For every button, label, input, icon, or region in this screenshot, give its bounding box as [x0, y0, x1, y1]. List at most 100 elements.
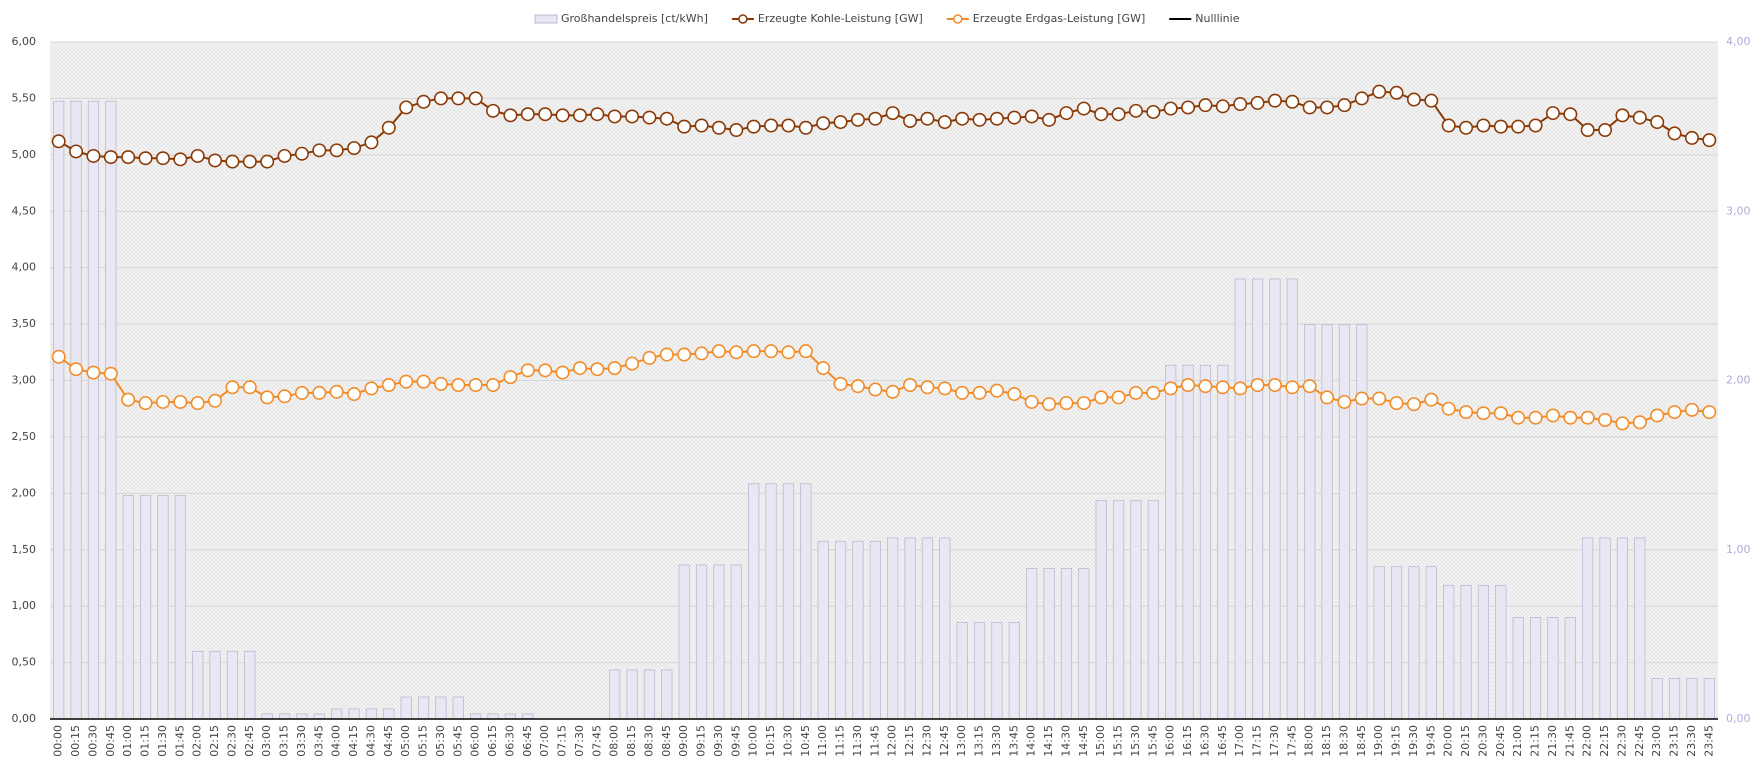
marker [1372, 84, 1387, 99]
marker [850, 379, 865, 394]
marker [155, 394, 170, 409]
marker [1198, 98, 1213, 113]
bar [626, 669, 638, 720]
marker [625, 356, 640, 371]
marker [555, 365, 570, 380]
x-tick-label: 09:00 [677, 725, 690, 757]
bar [174, 495, 186, 720]
bar [1425, 566, 1437, 720]
marker [903, 113, 918, 128]
bar [226, 650, 239, 720]
x-tick-label: 12:45 [938, 725, 951, 757]
x-tick-label: 17:15 [1251, 725, 1264, 757]
marker [972, 112, 987, 127]
x-tick-label: 10:15 [764, 725, 777, 757]
marker [1459, 405, 1474, 420]
y-tick-label: 4,50 [12, 204, 37, 217]
marker [1250, 95, 1265, 110]
marker [1320, 100, 1335, 115]
bar [261, 713, 273, 720]
bar [1390, 566, 1403, 720]
x-tick-label: 02:45 [243, 725, 256, 757]
marker [486, 103, 501, 118]
x-tick-label: 06:15 [486, 725, 499, 757]
x-tick-label: 05:15 [417, 725, 430, 757]
marker [1007, 110, 1022, 125]
marker [1424, 392, 1439, 407]
marker [381, 378, 396, 393]
x-tick-label: 22:30 [1615, 725, 1628, 757]
marker [503, 108, 518, 123]
y-tick-label: 3,50 [12, 317, 37, 330]
marker [433, 91, 448, 106]
bar [1269, 278, 1281, 720]
x-tick-label: 02:15 [208, 725, 221, 757]
x-tick-label: 07:00 [538, 725, 551, 757]
bar [1286, 278, 1298, 720]
marker [1545, 106, 1560, 121]
bar [331, 708, 343, 720]
bar [817, 540, 829, 720]
marker [1076, 101, 1091, 116]
bar [1112, 500, 1125, 720]
marker [833, 376, 848, 391]
bar [1460, 584, 1472, 720]
x-tick-label: 16:45 [1216, 725, 1229, 757]
x-tick-label: 13:45 [1007, 725, 1020, 757]
marker [451, 91, 466, 106]
bar [1651, 677, 1663, 720]
marker [937, 381, 952, 396]
x-tick-label: 10:45 [799, 725, 812, 757]
x-tick-label: 17:00 [1233, 725, 1246, 757]
marker [677, 347, 692, 362]
bar [748, 483, 760, 720]
bar [365, 708, 378, 720]
marker [1181, 378, 1196, 393]
marker [381, 120, 396, 135]
marker [1094, 390, 1109, 405]
x-tick-label: 17:45 [1285, 725, 1298, 757]
bar [1634, 537, 1646, 720]
bar [1234, 278, 1246, 720]
marker [955, 111, 970, 126]
marker [1302, 379, 1317, 394]
x-tick-label: 05:00 [399, 725, 412, 757]
bar [1165, 364, 1177, 720]
x-tick-label: 00:00 [52, 725, 65, 757]
marker [555, 108, 570, 123]
y2-tick-label: 2,00 [1726, 374, 1751, 387]
marker [1354, 91, 1369, 106]
bar [678, 564, 690, 720]
x-tick-label: 09:15 [695, 725, 708, 757]
x-tick-label: 13:00 [955, 725, 968, 757]
bar [852, 540, 864, 720]
marker [1684, 130, 1699, 145]
x-tick-label: 10:00 [747, 725, 760, 757]
marker [1545, 408, 1560, 423]
marker [746, 344, 761, 359]
bar [609, 669, 621, 720]
x-tick-label: 13:30 [990, 725, 1003, 757]
marker [468, 378, 483, 393]
y-tick-label: 0,00 [12, 712, 37, 725]
marker [416, 94, 431, 109]
legend-label: Nulllinie [1195, 12, 1239, 25]
x-tick-label: 02:30 [225, 725, 238, 757]
x-tick-label: 18:00 [1303, 725, 1316, 757]
bar [782, 483, 795, 720]
y-tick-label: 3,00 [12, 374, 37, 387]
y2-tick-label: 4,00 [1726, 35, 1751, 48]
bar [834, 540, 847, 720]
marker [51, 349, 66, 364]
x-tick-label: 09:30 [712, 725, 725, 757]
y-tick-label: 5,50 [12, 91, 37, 104]
marker [1702, 405, 1717, 420]
marker [416, 374, 431, 389]
legend-label: Erzeugte Kohle-Leistung [GW] [758, 12, 923, 25]
bar [313, 713, 325, 720]
x-tick-label: 11:00 [816, 725, 829, 757]
bar [1130, 500, 1142, 720]
marker [1632, 415, 1647, 430]
marker [885, 106, 900, 121]
x-tick-label: 23:00 [1650, 725, 1663, 757]
